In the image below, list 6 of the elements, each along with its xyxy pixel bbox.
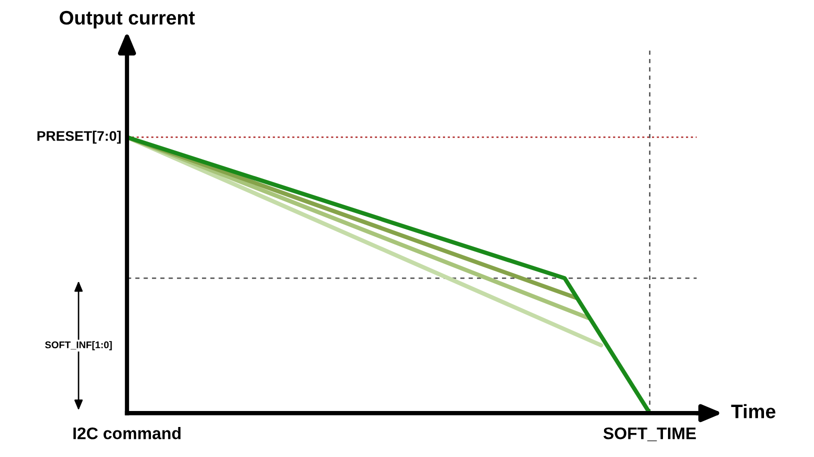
chart-title: Output current	[60, 10, 195, 28]
x-axis-title: Time	[731, 404, 776, 418]
x-tick-label: I2C command	[73, 427, 181, 440]
annotation: PRESET[7:0]	[37, 130, 121, 144]
x-tick-label: SOFT_TIME	[603, 427, 696, 442]
text: SOFT_INF[1:0]	[45, 341, 112, 350]
